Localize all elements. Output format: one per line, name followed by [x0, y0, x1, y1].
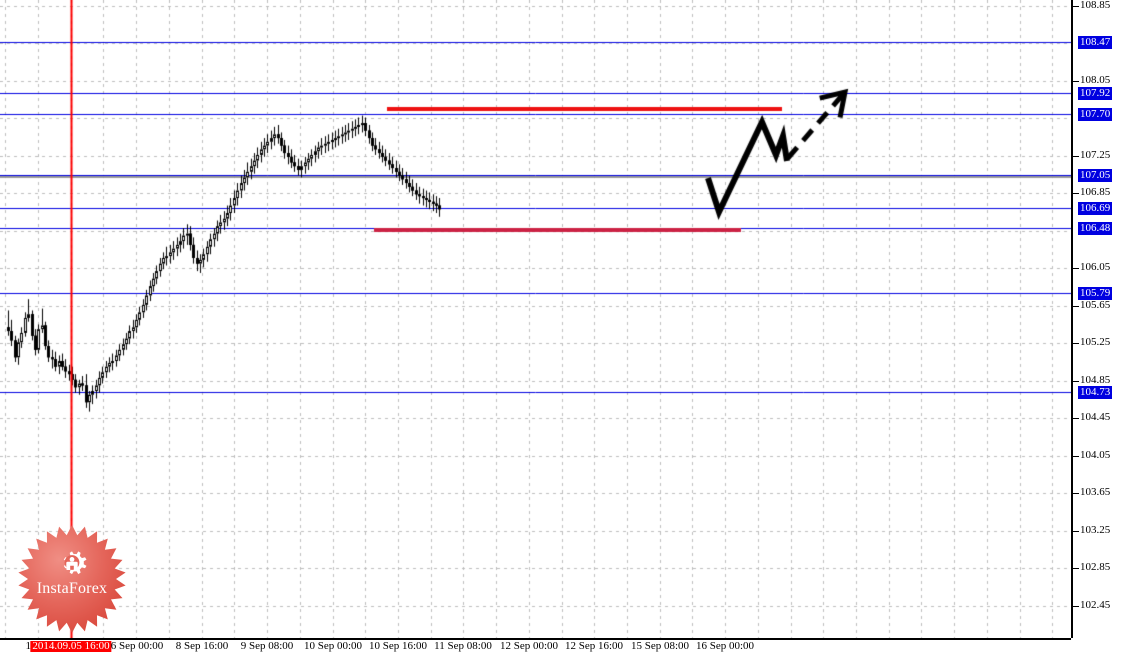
instaforex-wordmark: InstaForex: [36, 580, 108, 597]
price-axis[interactable]: 108.85 108.05 107.25 106.85 106.05 105.65 105.…: [1071, 0, 1124, 648]
price-level-tag[interactable]: 107.70: [1078, 108, 1113, 121]
price-tick: [1073, 81, 1079, 82]
price-tick: [1073, 6, 1079, 7]
time-tick-label: 12 Sep 16:00: [564, 640, 624, 652]
time-tick-label: 8 Sep 16:00: [175, 640, 229, 652]
time-tick-label: 6 Sep 00:00: [110, 640, 164, 652]
time-tick-label: 15 Sep 08:00: [630, 640, 690, 652]
price-level-tag[interactable]: 106.69: [1078, 202, 1113, 215]
price-tick-label: 106.85: [1080, 186, 1111, 198]
forecast-annotations[interactable]: [0, 0, 1071, 638]
price-tick-label: 103.65: [1080, 486, 1111, 498]
time-tick-label: 10 Sep 00:00: [303, 640, 363, 652]
price-tick: [1073, 268, 1079, 269]
price-tick: [1073, 456, 1079, 457]
instaforex-starburst-icon: [18, 525, 126, 633]
price-tick-label: 108.85: [1080, 0, 1111, 11]
price-tick: [1073, 531, 1079, 532]
price-tick-label: 104.05: [1080, 449, 1111, 461]
instaforex-watermark: InstaForex: [17, 524, 127, 634]
price-level-tag[interactable]: 106.48: [1078, 222, 1113, 235]
price-level-tag[interactable]: 104.73: [1078, 386, 1113, 399]
current-time-label: 2014.09.05 16:00: [30, 640, 112, 652]
price-tick-label: 104.85: [1080, 374, 1111, 386]
price-tick: [1073, 493, 1079, 494]
price-tick: [1073, 381, 1079, 382]
time-axis[interactable]: 16:002014.09.05 16:006 Sep 00:008 Sep 16…: [0, 638, 1124, 653]
time-tick-label: 12 Sep 00:00: [499, 640, 559, 652]
price-tick-label: 107.25: [1080, 149, 1111, 161]
price-tick: [1073, 568, 1079, 569]
price-axis-line: [1071, 0, 1073, 638]
time-tick-label: 10 Sep 16:00: [368, 640, 428, 652]
chart-plot-area[interactable]: InstaForex: [0, 0, 1071, 638]
price-level-tag[interactable]: 107.92: [1078, 87, 1113, 100]
price-tick-label: 105.65: [1080, 299, 1111, 311]
time-axis-line: [0, 638, 1071, 640]
price-tick-label: 102.45: [1080, 599, 1111, 611]
time-tick-label: 11 Sep 08:00: [434, 640, 492, 652]
price-tick: [1073, 343, 1079, 344]
price-tick-label: 108.05: [1080, 74, 1111, 86]
price-tick: [1073, 306, 1079, 307]
price-level-tag[interactable]: 108.47: [1078, 36, 1113, 49]
price-tick: [1073, 418, 1079, 419]
price-tick: [1073, 606, 1079, 607]
price-level-tag[interactable]: 107.05: [1078, 169, 1113, 182]
time-tick-label: 9 Sep 08:00: [240, 640, 294, 652]
price-tick-label: 102.85: [1080, 561, 1111, 573]
price-tick-label: 106.05: [1080, 261, 1111, 273]
price-tick-label: 104.45: [1080, 411, 1111, 423]
time-tick-label: 16 Sep 00:00: [695, 640, 755, 652]
price-tick: [1073, 156, 1079, 157]
price-tick: [1073, 193, 1079, 194]
price-tick-label: 103.25: [1080, 524, 1111, 536]
price-tick-label: 105.25: [1080, 336, 1111, 348]
price-level-tag[interactable]: 105.79: [1078, 287, 1113, 300]
